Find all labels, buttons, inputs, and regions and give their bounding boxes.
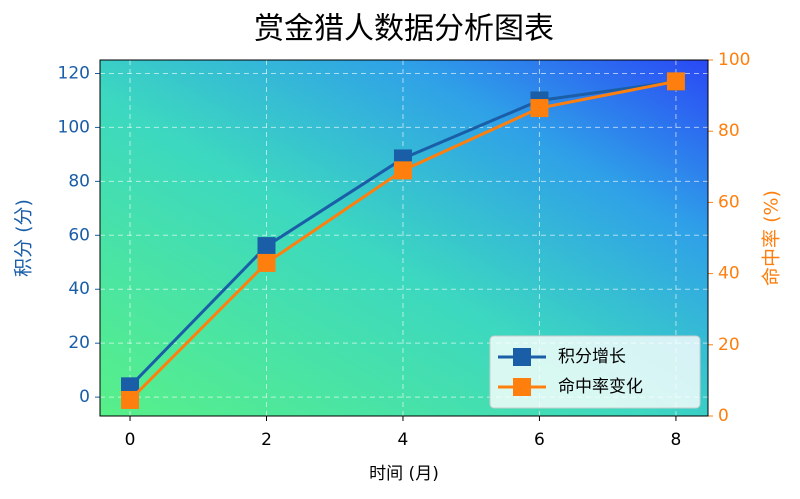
y-tick-label: 20 [68, 333, 90, 353]
y-tick-label: 120 [58, 63, 90, 83]
y2-tick-label: 40 [718, 264, 740, 284]
y-tick-label: 60 [68, 225, 90, 245]
legend-marker [513, 348, 531, 366]
y-tick-label: 0 [79, 387, 90, 407]
marker [121, 390, 140, 409]
marker [393, 161, 412, 180]
marker [257, 237, 276, 256]
legend-label: 积分增长 [558, 347, 626, 367]
chart-title: 赏金猎人数据分析图表 [254, 12, 554, 47]
legend-marker [513, 378, 531, 396]
marker [666, 72, 685, 91]
y-tick-label: 80 [68, 171, 90, 191]
plot-frame [99, 59, 709, 417]
x-tick-label: 2 [261, 430, 272, 450]
y-axis-label: 积分 (分) [13, 199, 35, 277]
y2-tick-label: 0 [718, 406, 729, 426]
y2-tick-label: 20 [718, 335, 740, 355]
y-tick-label: 40 [68, 279, 90, 299]
marker [530, 99, 549, 118]
x-tick-label: 4 [398, 430, 409, 450]
x-tick-label: 8 [671, 430, 682, 450]
x-tick-label: 6 [534, 430, 545, 450]
legend-box [489, 335, 701, 409]
marker [257, 253, 276, 272]
x-tick-label: 0 [125, 430, 136, 450]
y2-axis-label: 命中率 (%) [761, 190, 783, 286]
y-tick-label: 100 [58, 117, 90, 137]
y2-tick-label: 80 [718, 121, 740, 141]
y2-tick-label: 100 [718, 50, 750, 70]
x-axis-label: 时间 (月) [369, 464, 439, 484]
marker [121, 377, 140, 396]
legend-label: 命中率变化 [558, 377, 643, 397]
y2-tick-label: 60 [718, 192, 740, 212]
